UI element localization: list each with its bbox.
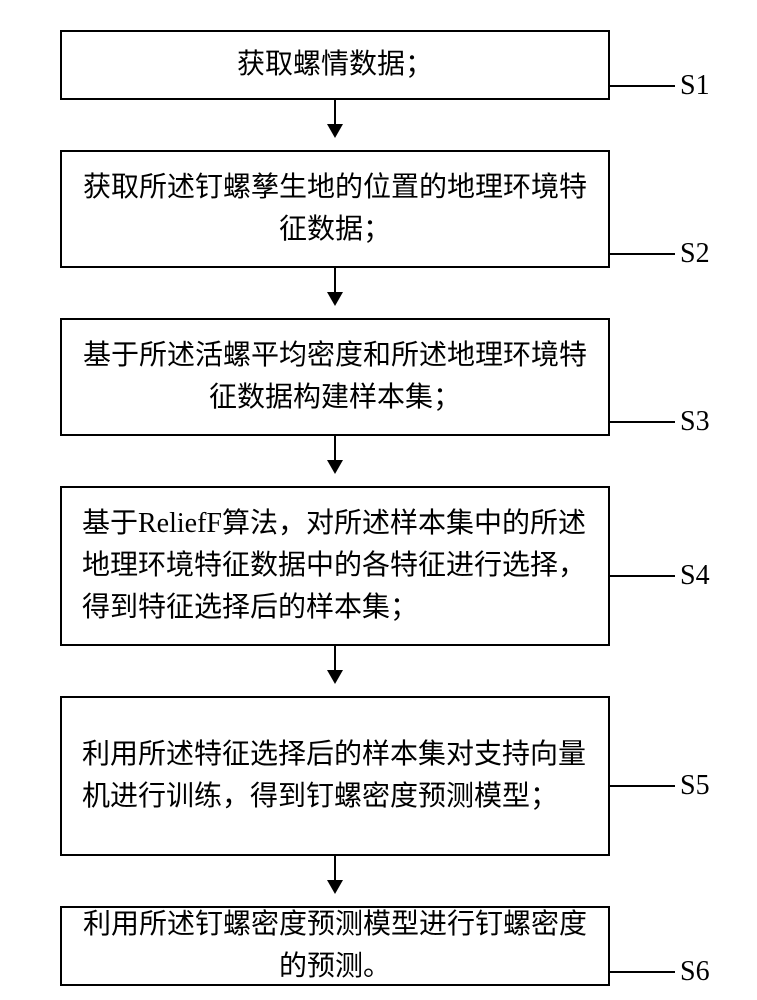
step-label-s3: S3: [680, 406, 710, 438]
step-box-s3: 基于所述活螺平均密度和所述地理环境特征数据构建样本集；: [60, 318, 610, 436]
step-box-s5: 利用所述特征选择后的样本集对支持向量机进行训练，得到钉螺密度预测模型；: [60, 696, 610, 856]
connector-s3: [610, 421, 675, 423]
arrow-1: [334, 100, 336, 136]
connector-s4: [610, 575, 675, 577]
step-text-s5: 利用所述特征选择后的样本集对支持向量机进行训练，得到钉螺密度预测模型；: [82, 734, 588, 818]
flowchart-canvas: 获取螺情数据； S1 获取所述钉螺孳生地的位置的地理环境特征数据； S2 基于所…: [0, 0, 757, 1000]
step-text-s1: 获取螺情数据；: [237, 44, 433, 86]
connector-s5: [610, 785, 675, 787]
arrow-4: [334, 646, 336, 682]
arrow-5: [334, 856, 336, 892]
arrow-3: [334, 436, 336, 472]
step-label-s5: S5: [680, 770, 710, 802]
step-label-s4: S4: [680, 560, 710, 592]
step-box-s2: 获取所述钉螺孳生地的位置的地理环境特征数据；: [60, 150, 610, 268]
step-text-s4: 基于ReliefF算法，对所述样本集中的所述地理环境特征数据中的各特征进行选择，…: [82, 503, 588, 629]
connector-s6: [610, 971, 675, 973]
connector-s2: [610, 253, 675, 255]
step-text-s3: 基于所述活螺平均密度和所述地理环境特征数据构建样本集；: [82, 335, 588, 419]
step-box-s4: 基于ReliefF算法，对所述样本集中的所述地理环境特征数据中的各特征进行选择，…: [60, 486, 610, 646]
arrow-2: [334, 268, 336, 304]
step-box-s1: 获取螺情数据；: [60, 30, 610, 100]
connector-s1: [610, 85, 675, 87]
step-label-s1: S1: [680, 70, 710, 102]
step-label-s6: S6: [680, 956, 710, 988]
step-label-s2: S2: [680, 238, 710, 270]
step-text-s2: 获取所述钉螺孳生地的位置的地理环境特征数据；: [82, 167, 588, 251]
step-box-s6: 利用所述钉螺密度预测模型进行钉螺密度的预测。: [60, 906, 610, 986]
step-text-s6: 利用所述钉螺密度预测模型进行钉螺密度的预测。: [82, 904, 588, 988]
